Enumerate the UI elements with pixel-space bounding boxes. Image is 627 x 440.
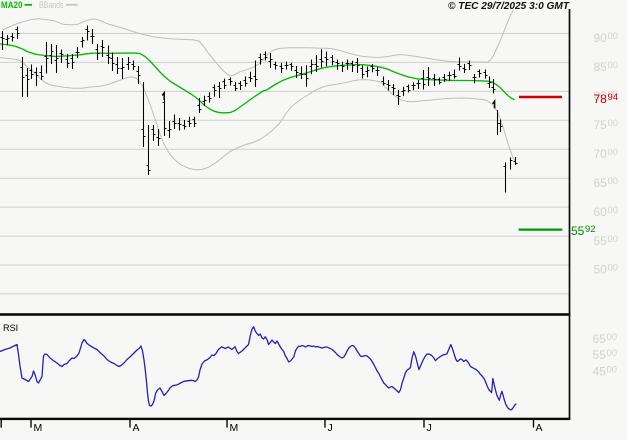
svg-text:A: A <box>536 422 543 434</box>
svg-text:00: 00 <box>607 332 618 343</box>
svg-text:60: 60 <box>594 205 608 219</box>
svg-text:© TEC 29/7/2025 3:0 GMT: © TEC 29/7/2025 3:0 GMT <box>448 1 570 12</box>
svg-text:00: 00 <box>608 205 619 216</box>
svg-text:80: 80 <box>594 89 608 103</box>
svg-text:00: 00 <box>607 365 618 376</box>
svg-text:85: 85 <box>594 60 608 74</box>
svg-text:50: 50 <box>594 263 608 277</box>
svg-text:00: 00 <box>608 118 619 129</box>
svg-text:78: 78 <box>594 92 608 106</box>
svg-text:45: 45 <box>593 365 607 379</box>
svg-text:M: M <box>230 422 239 434</box>
svg-text:A: A <box>133 422 140 434</box>
svg-text:55: 55 <box>594 234 608 248</box>
svg-text:M: M <box>34 422 43 434</box>
svg-text:00: 00 <box>608 31 619 42</box>
svg-text:55: 55 <box>571 224 585 238</box>
svg-text:65: 65 <box>593 332 607 346</box>
svg-text:00: 00 <box>608 176 619 187</box>
svg-text:00: 00 <box>608 234 619 245</box>
svg-text:J: J <box>427 422 432 434</box>
svg-text:RSI: RSI <box>3 323 18 333</box>
svg-text:92: 92 <box>585 224 596 235</box>
svg-text:BBands: BBands <box>39 0 64 10</box>
svg-text:00: 00 <box>608 60 619 71</box>
svg-text:55: 55 <box>593 348 607 362</box>
svg-text:65: 65 <box>594 176 608 190</box>
svg-text:94: 94 <box>608 92 619 103</box>
svg-text:00: 00 <box>608 147 619 158</box>
svg-text:70: 70 <box>594 147 608 161</box>
svg-text:00: 00 <box>607 348 618 359</box>
svg-text:MA20: MA20 <box>1 0 23 10</box>
svg-text:J: J <box>328 422 333 434</box>
svg-text:00: 00 <box>608 263 619 274</box>
svg-text:00: 00 <box>608 89 619 100</box>
svg-text:90: 90 <box>594 31 608 45</box>
svg-text:75: 75 <box>594 118 608 132</box>
